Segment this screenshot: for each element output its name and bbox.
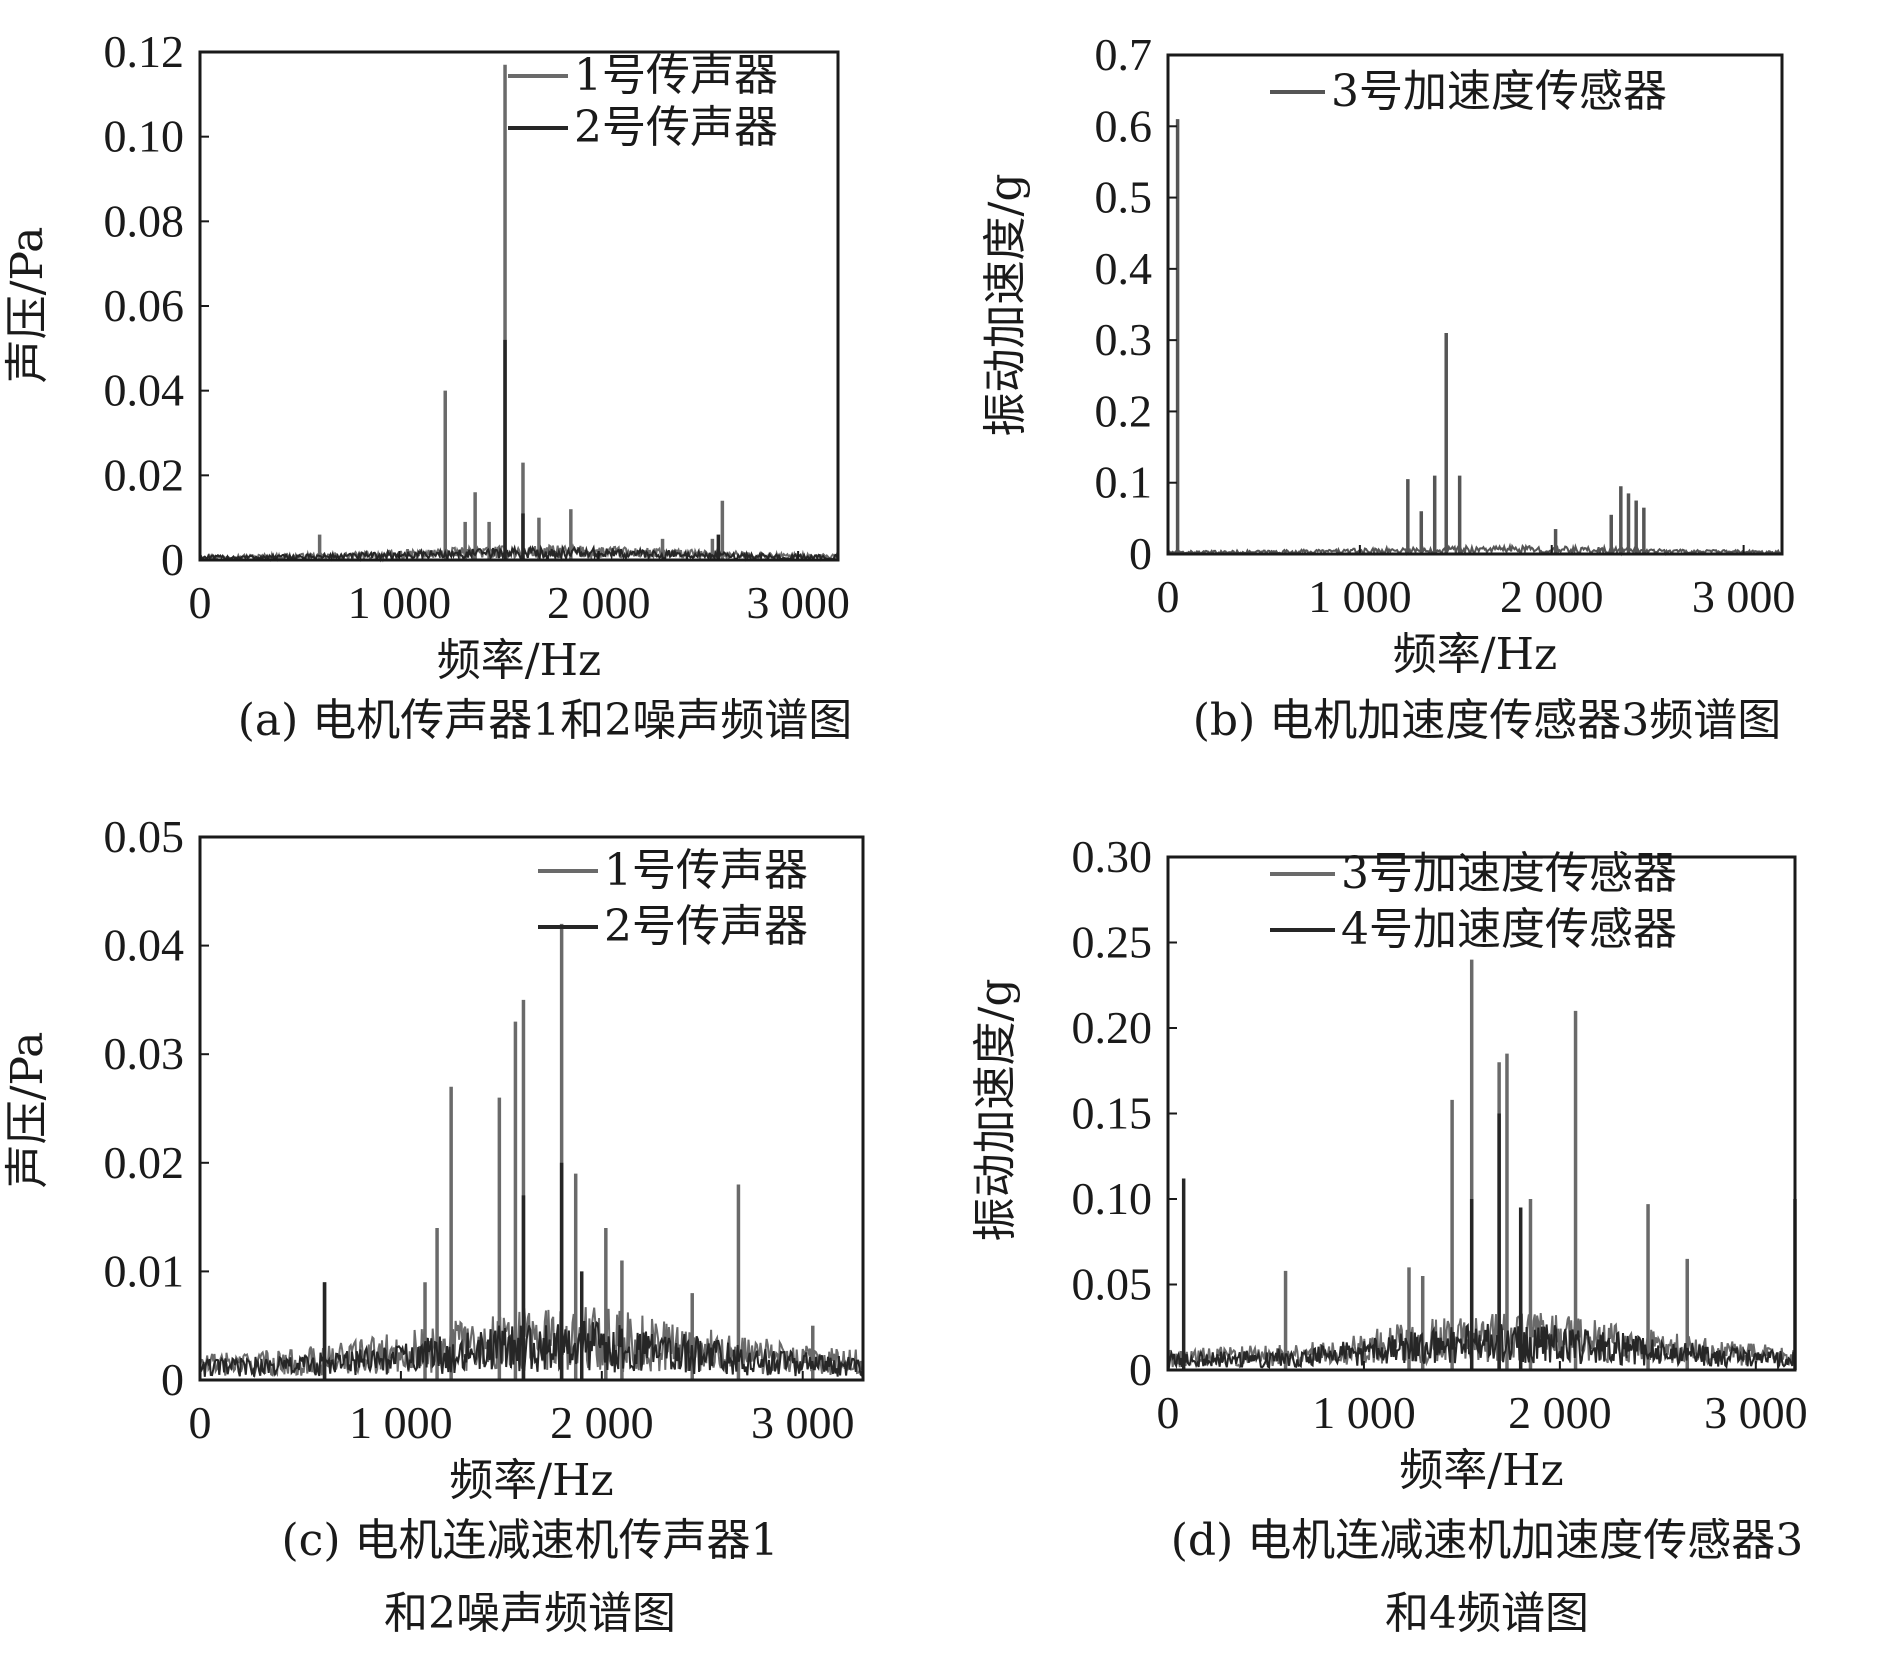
chart-a-xtick-label-2: 2 000 (547, 577, 651, 628)
chart-b-xtick-label-2: 2 000 (1500, 571, 1604, 622)
chart-b-ytick-label-4: 0.4 (1095, 243, 1153, 294)
chart-c-ytick-label-1: 0.01 (104, 1245, 185, 1296)
chart-b-ytick-label-2: 0.2 (1095, 385, 1153, 436)
chart-d-series-1-noise (1167, 1313, 1796, 1369)
chart-d-ytick-label-0: 0 (1129, 1344, 1152, 1395)
chart-c-legend-label-1: 1号传声器 (604, 845, 808, 896)
chart-b-series-1 (1167, 119, 1782, 557)
chart-c-xlabel: 频率/Hz (449, 1455, 613, 1506)
chart-b-xtick-label-0: 0 (1157, 571, 1180, 622)
chart-c-plot-frame (198, 835, 865, 1382)
chart-b-series-1-noise (1167, 542, 1782, 557)
chart-d-caption-line-1: (d) 电机连减速机加速度传感器3 (1171, 1515, 1803, 1566)
chart-a-series-1-noise (199, 543, 839, 563)
chart-a-ytick-label-1: 0.02 (104, 449, 185, 500)
chart-c-xtick-label-2: 2 000 (550, 1397, 654, 1448)
chart-a-ytick-label-6: 0.12 (104, 26, 185, 77)
chart-d-ytick-label-2: 0.10 (1072, 1173, 1153, 1224)
chart-d-series-2-noise (1167, 1322, 1796, 1372)
chart-d-ytick-label-1: 0.05 (1072, 1259, 1153, 1310)
chart-a-legend-label-1: 1号传声器 (574, 50, 778, 101)
chart-c-legend-label-2: 2号传声器 (604, 901, 808, 952)
chart-a-legend-label-2: 2号传声器 (574, 102, 778, 153)
chart-d-legend-label-1: 3号加速度传感器 (1341, 848, 1677, 899)
chart-a-xlabel: 频率/Hz (437, 635, 601, 686)
chart-b-ytick-label-0: 0 (1129, 528, 1152, 579)
chart-d-ytick-label-6: 0.30 (1072, 831, 1153, 882)
chart-d-caption-line-2: 和4频谱图 (1385, 1588, 1589, 1639)
chart-a-series-2-noise (199, 544, 839, 563)
chart-b-xlabel: 频率/Hz (1393, 629, 1557, 680)
chart-a-xtick-label-3: 3 000 (746, 577, 850, 628)
chart-c-series-1 (199, 923, 864, 1380)
chart-d-xtick-label-1: 1 000 (1312, 1387, 1416, 1438)
chart-a-series-2 (199, 339, 839, 563)
chart-b: 0 1 000 2 000 3 000 0 0.1 0.2 0.3 0.4 0.5 0.6 0.7 频率… (980, 29, 1795, 746)
chart-c-ytick-label-4: 0.04 (104, 920, 185, 971)
chart-d-xtick-label-3: 3 000 (1704, 1387, 1808, 1438)
chart-c-ytick-label-2: 0.02 (104, 1137, 185, 1188)
chart-b-ytick-label-6: 0.6 (1095, 100, 1153, 151)
chart-c-xtick-label-1: 1 000 (349, 1397, 453, 1448)
chart-b-legend-label-1: 3号加速度传感器 (1331, 66, 1667, 117)
chart-a-ylabel: 声压/Pa (2, 227, 53, 384)
chart-a-ytick-label-3: 0.06 (104, 280, 185, 331)
chart-a-caption-line-1: (a) 电机传声器1和2噪声频谱图 (238, 695, 853, 746)
chart-c: 0 1 000 2 000 3 000 0 0.01 0.02 0.03 0.04 0.05 频率/… (2, 811, 865, 1639)
chart-a-ytick-label-5: 0.10 (104, 111, 185, 162)
chart-d-ytick-label-4: 0.20 (1072, 1002, 1153, 1053)
chart-d-legend-label-2: 4号加速度传感器 (1341, 904, 1677, 955)
chart-c-ytick-label-3: 0.03 (104, 1028, 185, 1079)
chart-b-xtick-label-3: 3 000 (1692, 571, 1796, 622)
chart-d-ytick-label-5: 0.25 (1072, 917, 1153, 968)
chart-a-ytick-label-2: 0.04 (104, 365, 185, 416)
chart-c-caption-line-2: 和2噪声频谱图 (384, 1588, 676, 1639)
chart-c-series-2-noise (199, 1320, 864, 1378)
chart-d-ytick-label-3: 0.15 (1072, 1088, 1153, 1139)
chart-b-legend: 3号加速度传感器 (1270, 66, 1667, 117)
chart-d-ylabel: 振动加速度/g (970, 979, 1021, 1242)
chart-b-ytick-label-7: 0.7 (1095, 29, 1153, 80)
chart-c-caption-line-1: (c) 电机连减速机传声器1 (282, 1515, 779, 1566)
chart-a: 0 1 000 2 000 3 000 0 0.02 0.04 0.06 0.08 0.10 0.1… (2, 26, 852, 746)
chart-b-plot-frame (1166, 53, 1784, 556)
chart-d: 0 1 000 2 000 3 000 0 0.05 0.10 0.15 0.20 0.25 0.3… (970, 831, 1808, 1639)
chart-c-xtick-label-0: 0 (189, 1397, 212, 1448)
chart-d-series-1 (1167, 959, 1796, 1370)
chart-b-caption-line-1: (b) 电机加速度传感器3频谱图 (1193, 695, 1781, 746)
chart-b-xtick-label-1: 1 000 (1308, 571, 1412, 622)
chart-d-xlabel: 频率/Hz (1399, 1445, 1563, 1496)
chart-c-ytick-label-5: 0.05 (104, 811, 185, 862)
chart-d-xtick-label-0: 0 (1157, 1387, 1180, 1438)
chart-c-ylabel: 声压/Pa (2, 1032, 53, 1189)
chart-b-ytick-label-3: 0.3 (1095, 314, 1153, 365)
chart-c-xtick-label-3: 3 000 (751, 1397, 855, 1448)
chart-c-ytick-label-0: 0 (161, 1354, 184, 1405)
chart-a-xtick-label-0: 0 (189, 577, 212, 628)
chart-a-xtick-label-1: 1 000 (348, 577, 452, 628)
chart-a-ytick-label-4: 0.08 (104, 195, 185, 246)
chart-b-ytick-label-5: 0.5 (1095, 172, 1153, 223)
chart-a-ytick-label-0: 0 (161, 534, 184, 585)
chart-b-ytick-label-1: 0.1 (1095, 457, 1153, 508)
chart-b-ylabel: 振动加速度/g (980, 174, 1031, 437)
chart-c-series-2 (199, 1162, 864, 1380)
chart-d-xtick-label-2: 2 000 (1508, 1387, 1612, 1438)
